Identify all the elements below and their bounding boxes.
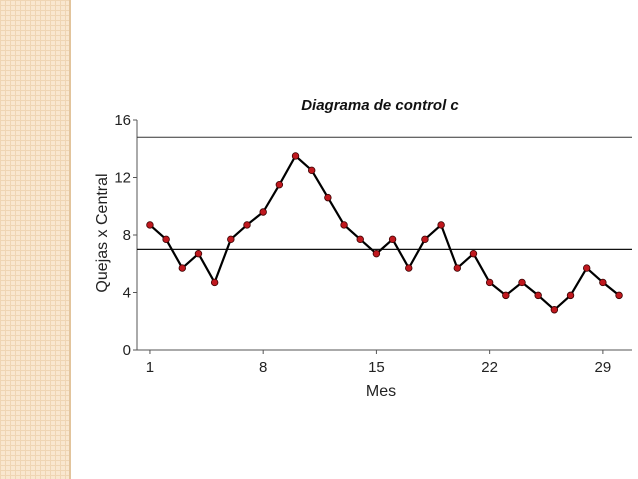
data-point xyxy=(372,249,381,258)
data-point xyxy=(259,208,267,216)
data-point xyxy=(388,235,397,244)
data-point xyxy=(437,221,445,229)
y-tick-label: 8 xyxy=(123,227,131,244)
data-point xyxy=(583,264,591,272)
y-tick-label: 16 xyxy=(114,112,131,129)
data-point xyxy=(453,264,461,272)
data-point xyxy=(324,193,332,202)
series-line xyxy=(149,154,620,311)
decorative-side-strip xyxy=(0,0,70,479)
data-point xyxy=(518,278,526,287)
control-limits xyxy=(137,136,632,250)
x-tick-label: 8 xyxy=(259,359,267,376)
data-point xyxy=(566,291,575,300)
x-tick-label: 22 xyxy=(481,359,498,376)
data-point xyxy=(210,278,219,287)
data-point xyxy=(162,235,170,244)
series xyxy=(146,152,623,314)
x-tick-label: 15 xyxy=(368,359,385,376)
data-point xyxy=(227,235,235,244)
x-tick-label: 1 xyxy=(146,359,154,376)
data-point xyxy=(405,264,413,272)
x-axis-title: Mes xyxy=(366,383,396,400)
y-tick-label: 4 xyxy=(123,285,131,302)
data-point xyxy=(502,291,510,300)
data-point xyxy=(194,249,203,258)
data-point xyxy=(308,166,316,175)
data-point xyxy=(275,180,284,189)
axes xyxy=(136,120,632,351)
y-tick-label: 0 xyxy=(123,342,131,359)
data-point xyxy=(178,264,186,272)
data-point xyxy=(340,221,348,229)
y-tick-label: 12 xyxy=(114,170,131,187)
data-point xyxy=(615,291,623,300)
data-point xyxy=(599,278,607,287)
data-point xyxy=(485,278,494,287)
data-point xyxy=(291,152,300,160)
data-point xyxy=(469,249,478,258)
data-point xyxy=(534,291,542,300)
x-tick-label: 29 xyxy=(595,359,612,376)
data-point xyxy=(243,221,251,229)
data-point xyxy=(146,221,154,229)
chart-title: Diagrama de control c xyxy=(301,97,459,114)
data-point xyxy=(356,235,364,244)
side-divider xyxy=(69,0,71,479)
data-point xyxy=(421,235,429,244)
ticks: 0 4 8 12 16 1 8 15 22 29 xyxy=(114,112,611,376)
data-point xyxy=(550,306,559,314)
y-axis-title: Quejas x Central xyxy=(94,173,111,292)
